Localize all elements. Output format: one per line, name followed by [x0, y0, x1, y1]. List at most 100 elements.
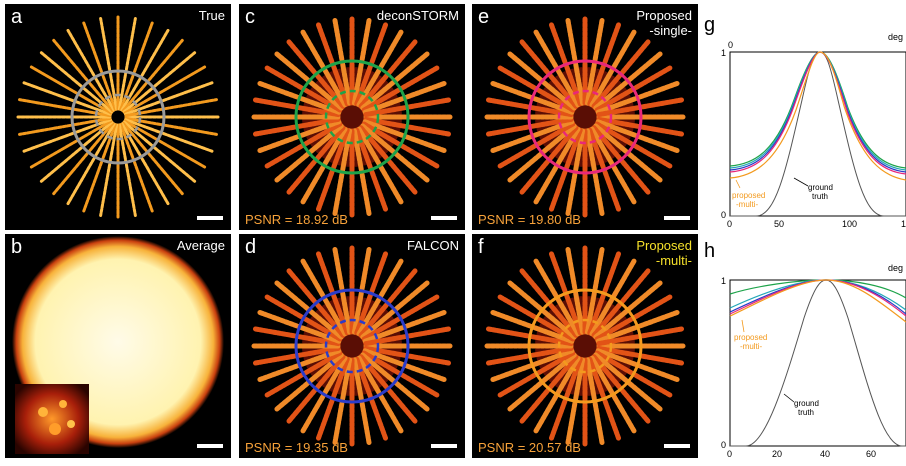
- siemens-star-deconstorm: [251, 16, 453, 218]
- star-spoke: [117, 123, 137, 217]
- plot-g-xtick-0: 0: [727, 219, 732, 229]
- star-spoke: [121, 121, 184, 196]
- plot-letter-h: h: [704, 240, 716, 262]
- panel-letter-c: c: [245, 6, 255, 28]
- star-spoke: [82, 123, 117, 213]
- star-spoke: [119, 123, 154, 213]
- plot-h: deg 1 0 0 20 40 60 proposed -multi- grou…: [716, 258, 906, 461]
- panel-letter-b: b: [11, 236, 23, 258]
- star-spoke: [52, 121, 115, 196]
- plot-h-xtick-2: 40: [820, 449, 830, 459]
- plot-g-ann-proposed-2: -multi-: [736, 200, 759, 209]
- star-spoke: [120, 28, 170, 112]
- panel-a-true: a True: [5, 4, 231, 230]
- star-spoke: [29, 119, 113, 169]
- plot-g-curve-proposed-multi: [729, 51, 906, 181]
- inner-ring-f: [557, 318, 613, 374]
- panel-f-proposed-multi: f Proposed -multi- PSNR = 20.57 dB: [472, 234, 698, 458]
- psnr-c: PSNR = 18.92 dB: [245, 212, 348, 227]
- star-spoke: [123, 65, 207, 115]
- inner-ring-a: [94, 93, 142, 141]
- star-spoke: [99, 123, 119, 217]
- plot-h-frame: [729, 279, 906, 447]
- panel-letter-d: d: [245, 236, 257, 258]
- plot-g-curve-cyan: [729, 51, 906, 171]
- psnr-d: PSNR = 19.35 dB: [245, 440, 348, 455]
- plot-g-ytick-0: 0: [721, 210, 726, 220]
- star-spoke: [39, 51, 114, 114]
- plot-letter-g: g: [704, 14, 716, 36]
- star-spoke: [124, 81, 214, 116]
- psnr-f: PSNR = 20.57 dB: [478, 440, 581, 455]
- plot-g-curve-falcon: [729, 51, 906, 173]
- star-spoke: [123, 119, 207, 169]
- panel-title-f-line1: Proposed: [636, 238, 692, 253]
- panel-title-e: Proposed -single-: [636, 8, 692, 38]
- panel-title-b: Average: [176, 238, 225, 253]
- star-spoke: [99, 17, 119, 111]
- star-spoke: [18, 116, 112, 136]
- star-spoke: [66, 122, 116, 206]
- plot-g-curve-deconstorm: [729, 51, 906, 169]
- plot-g-ytick-1: 1: [721, 48, 726, 58]
- inner-ring-e: [557, 89, 613, 145]
- plot-g-deg-label: deg: [888, 32, 903, 42]
- scale-bar-e: [664, 216, 690, 220]
- plot-h-xtick-3: 60: [866, 449, 876, 459]
- star-spoke: [124, 118, 214, 153]
- star-spoke: [52, 38, 115, 113]
- siemens-star-proposed-multi: [484, 245, 686, 447]
- star-spoke: [39, 120, 114, 183]
- star-spoke: [120, 122, 170, 206]
- plot-h-ann-proposed-1: proposed: [734, 333, 767, 342]
- panel-title-d: FALCON: [406, 238, 459, 253]
- inner-ring-c: [324, 89, 380, 145]
- plot-g: deg 0 1 0 0 50 100 1 proposed -multi- gr…: [716, 30, 906, 230]
- plot-h-ytick-0: 0: [721, 440, 726, 450]
- panel-letter-f: f: [478, 236, 484, 258]
- outer-ring-e: [527, 59, 643, 175]
- plot-h-xtick-1: 20: [772, 449, 782, 459]
- plot-g-xtick-2: 100: [842, 219, 857, 229]
- inner-ring-d: [324, 318, 380, 374]
- panel-title-a: True: [198, 8, 225, 23]
- plot-h-ann-ground-1: ground: [794, 399, 819, 408]
- star-spoke: [124, 98, 218, 118]
- plot-g-xtick-1: 50: [774, 219, 784, 229]
- scale-bar-d: [431, 444, 457, 448]
- star-spoke: [22, 118, 112, 153]
- panel-letter-e: e: [478, 6, 490, 28]
- star-spoke: [119, 21, 154, 111]
- panel-title-f-line2: -multi-: [655, 253, 692, 268]
- star-spoke: [66, 28, 116, 112]
- plot-g-curve-proposed-single: [729, 51, 906, 175]
- plot-h-ann-ground-2: truth: [798, 408, 814, 417]
- star-spoke: [22, 81, 112, 116]
- siemens-star-proposed-single: [484, 16, 686, 218]
- panel-c-deconstorm: c deconSTORM PSNR = 18.92 dB: [239, 4, 465, 230]
- star-spoke: [18, 98, 112, 118]
- star-spoke: [122, 51, 197, 114]
- siemens-star-true: [16, 15, 220, 219]
- inset-image: [15, 384, 89, 454]
- scale-bar-f: [664, 444, 690, 448]
- star-spoke: [121, 38, 184, 113]
- average-blob: [12, 236, 224, 454]
- star-spoke: [29, 65, 113, 115]
- plot-h-deg-label: deg: [888, 263, 903, 273]
- plot-g-ann-ground-1: ground: [808, 183, 833, 192]
- outer-ring-f: [527, 288, 643, 404]
- panel-title-e-line1: Proposed: [636, 8, 692, 23]
- outer-ring-a: [70, 69, 166, 165]
- star-spoke: [82, 21, 117, 111]
- plot-g-top-tick: 0: [728, 40, 733, 50]
- scale-bar-c: [431, 216, 457, 220]
- panel-letter-a: a: [11, 6, 23, 28]
- star-spoke: [117, 17, 137, 111]
- panel-title-f: Proposed -multi-: [636, 238, 692, 268]
- star-spoke: [124, 116, 218, 136]
- panel-b-average: b Average: [5, 234, 231, 458]
- plot-h-ann-proposed-2: -multi-: [740, 342, 763, 351]
- scale-bar-b: [197, 444, 223, 448]
- outer-ring-c: [294, 59, 410, 175]
